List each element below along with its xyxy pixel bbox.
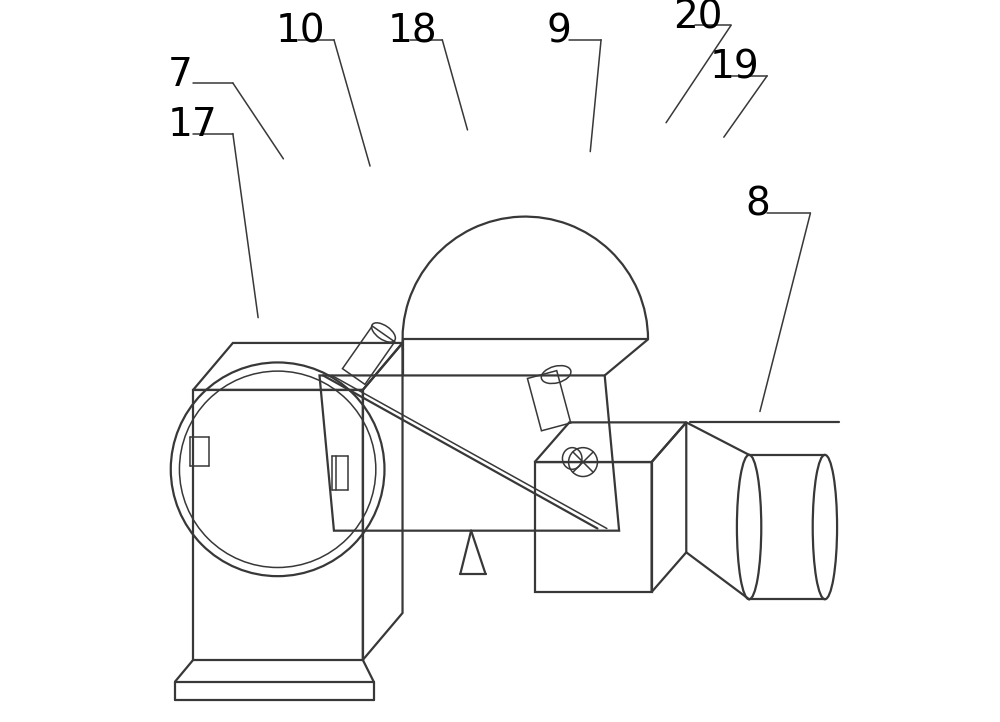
Text: 19: 19 — [709, 48, 759, 87]
Text: 18: 18 — [388, 12, 438, 51]
Text: 9: 9 — [547, 12, 572, 51]
Text: 20: 20 — [673, 0, 723, 36]
Text: 8: 8 — [745, 186, 770, 224]
Text: 17: 17 — [168, 106, 218, 144]
Text: 10: 10 — [276, 12, 326, 51]
Text: 7: 7 — [168, 56, 193, 94]
